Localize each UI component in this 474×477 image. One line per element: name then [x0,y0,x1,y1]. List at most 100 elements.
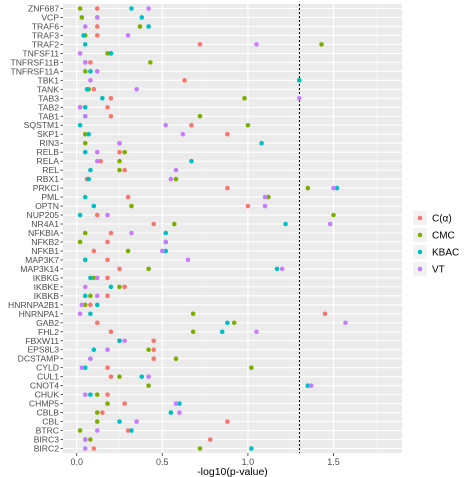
data-point [82,194,88,200]
data-point [134,419,139,424]
data-point [219,329,225,335]
legend: C(α) CMC KBAC VT [413,211,459,276]
data-point [151,221,157,227]
y-tick-label: RELA [37,156,60,166]
data-point [77,6,83,11]
data-point [197,42,203,47]
y-tick-label: CHMP5 [29,399,59,409]
data-point [108,113,114,119]
data-point [77,311,83,317]
x-tick-label: 1.0 [242,457,255,467]
data-point [207,437,213,442]
data-point [77,104,83,110]
data-point [94,15,100,20]
data-point [94,149,100,155]
data-point [146,6,151,11]
x-tick-labels: 0.0 0.5 1.0 1.5 [70,453,340,467]
y-tick-label: CHUK [35,390,60,400]
data-point [151,347,157,353]
y-tick-label: BIRC2 [34,444,60,454]
data-point [122,167,127,173]
legend-label: VT [432,265,445,276]
y-tick-label: MAP3K7 [25,255,59,265]
data-point [94,158,100,164]
data-point [117,149,122,155]
data-point [139,374,145,379]
data-point [88,167,93,173]
y-tick-label: CBLB [37,408,60,418]
data-point [189,158,194,164]
data-point [88,60,93,65]
y-tick-label: BTRC [36,426,59,436]
data-point [125,33,131,38]
y-tick-label: TRAF2 [32,39,59,49]
data-point [105,392,110,397]
y-tick-label: RBX1 [37,174,60,184]
data-point [151,356,157,362]
data-point [319,42,324,47]
data-point [279,266,285,272]
y-tick-label: TANK [37,84,60,94]
data-point [163,230,169,236]
data-point [91,347,97,353]
data-point [82,69,88,74]
data-point [94,320,100,326]
y-tick-label: HNRNPA2B1 [8,300,59,310]
data-point [163,248,169,254]
data-point [283,221,288,227]
data-point [94,275,100,281]
data-point [86,176,91,182]
data-point [91,248,97,254]
data-point [105,212,110,218]
data-point [225,185,230,191]
y-tick-labels: ZNF687VCPTRAF6TRAF3TRAF2TNFSF11TNFRSF11B… [8,3,63,454]
data-points [77,6,348,451]
data-point [77,428,83,433]
y-tick-label: NFKBIA [28,228,59,238]
legend-label: KBAC [432,248,459,259]
data-point [139,15,145,20]
data-point [82,131,88,137]
data-point [94,293,100,299]
data-point [82,42,88,47]
y-tick-label: TBK1 [38,75,60,85]
data-point [262,203,268,209]
data-point [254,329,259,335]
data-point [77,212,83,218]
y-tick-label: REL [42,165,59,175]
data-point [88,392,93,397]
data-point [105,104,110,110]
y-tick-label: HNRNPA1 [19,309,60,319]
data-point [322,311,328,317]
y-tick-label: TAB2 [38,102,59,112]
y-tick-label: FHL2 [38,327,59,337]
data-point [88,437,93,442]
data-point [189,122,194,128]
data-point [129,203,134,209]
data-point [94,212,100,218]
legend-label: C(α) [432,214,452,225]
data-point [82,293,88,299]
data-point [242,95,247,101]
y-tick-label: IKBKG [33,273,60,283]
data-point [190,329,196,335]
data-point [94,69,100,74]
data-point [151,338,157,344]
data-point [108,230,114,236]
data-point [331,212,336,218]
x-axis-title: -log10(p-value) [197,466,268,477]
data-point [171,221,177,227]
y-tick-label: TNFRSF11A [10,66,59,76]
data-point [163,239,169,245]
data-point [125,248,131,254]
y-tick-label: OPTN [35,201,59,211]
data-point [82,24,88,29]
data-point [117,284,122,290]
legend-swatch [417,249,423,255]
data-point [117,266,122,272]
legend-swatch [417,215,423,221]
y-tick-label: TNFRSF11B [10,57,59,67]
data-point [173,167,179,173]
data-point [163,122,169,128]
